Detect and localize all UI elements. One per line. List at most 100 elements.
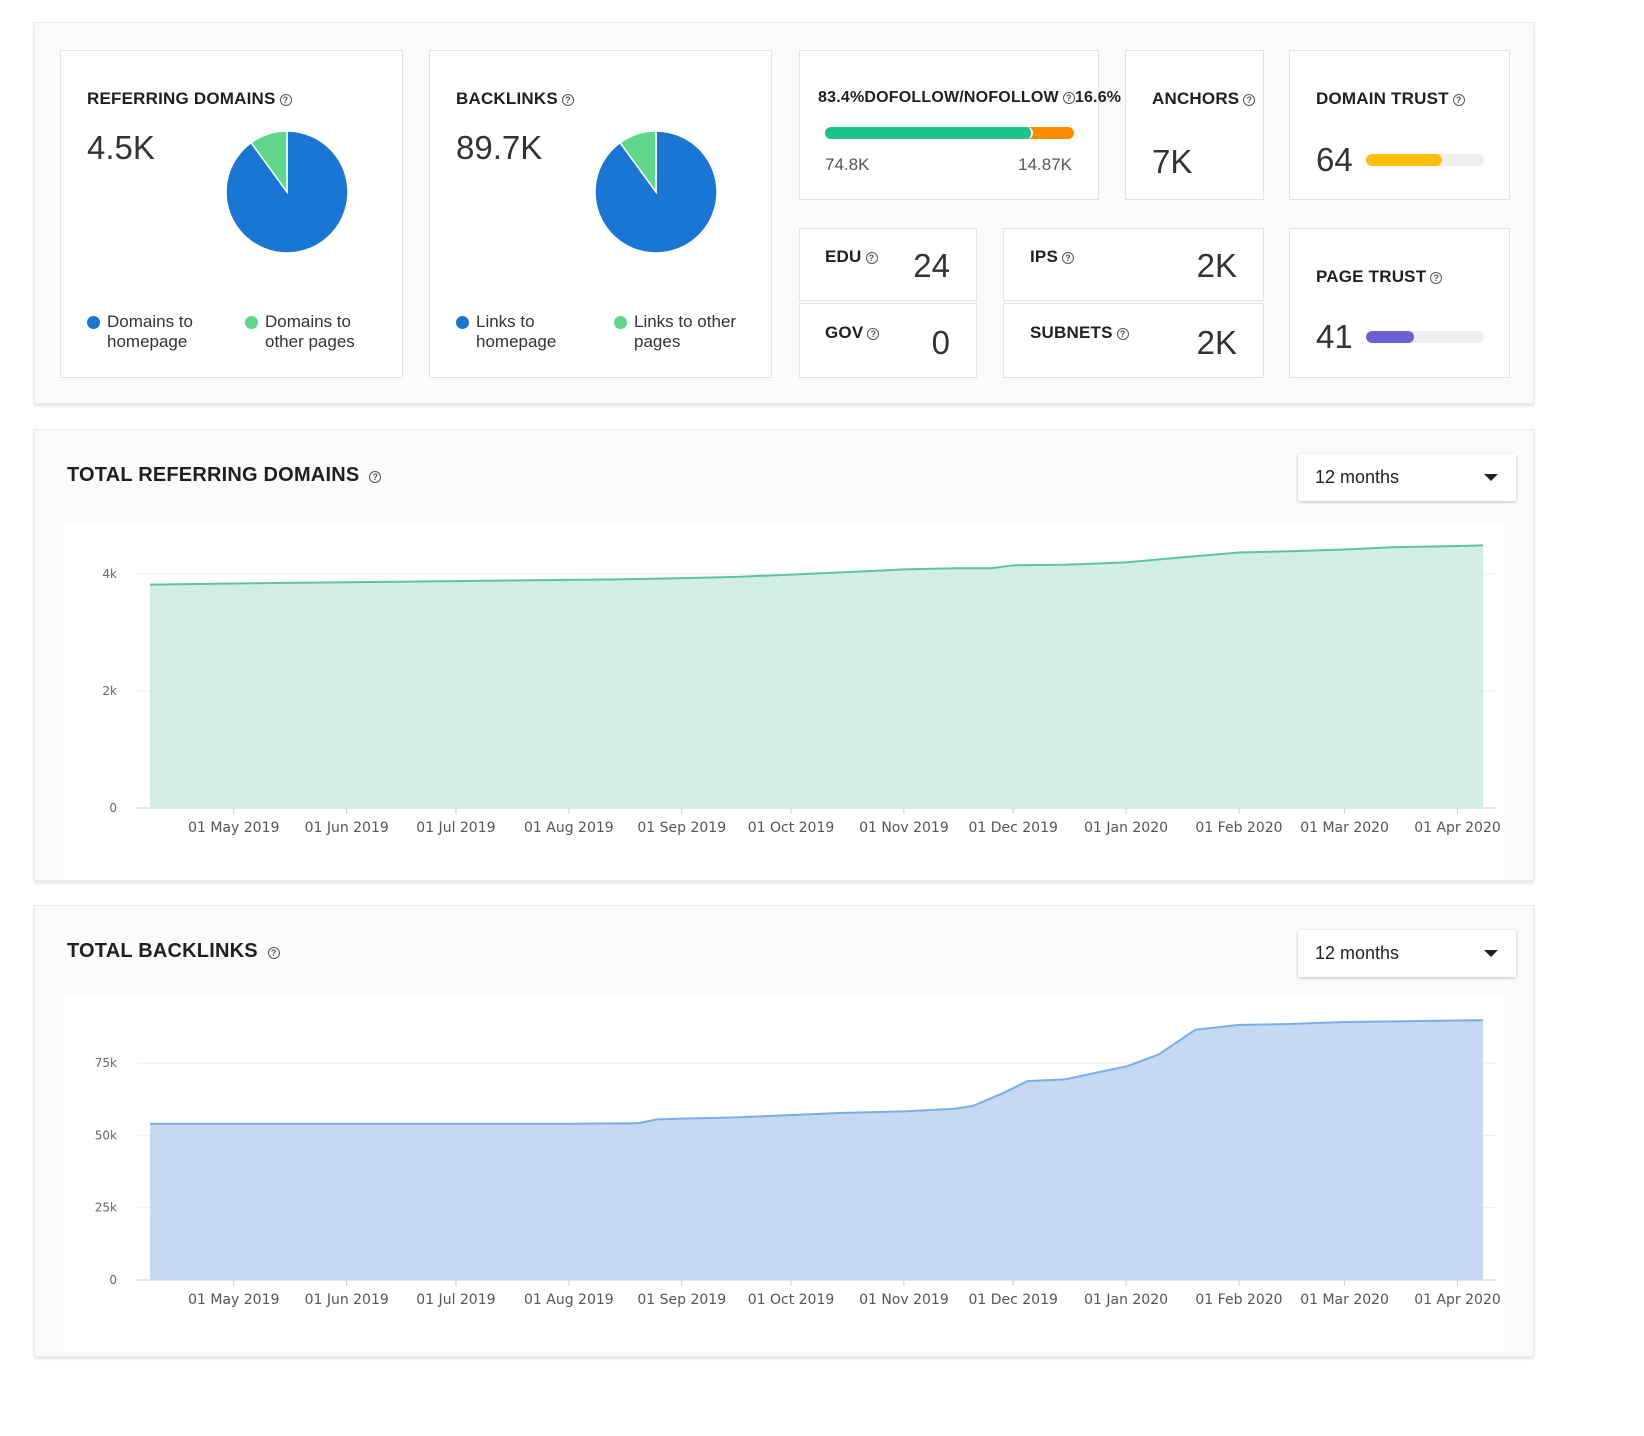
- legend-dot-blue: [456, 316, 469, 329]
- chevron-down-icon: [1484, 950, 1498, 957]
- x-tick-label: 01 Dec 2019: [968, 1292, 1057, 1308]
- dofollow-title: 83.4%DOFOLLOW/NOFOLLOW 16.6%: [818, 89, 1121, 107]
- referring-domains-chart-panel: TOTAL REFERRING DOMAINS 12 months 02k4k0…: [34, 429, 1534, 881]
- backlinks-value: 89.7K: [456, 129, 543, 166]
- referring-domains-value: 4.5K: [87, 129, 155, 166]
- legend-domains-homepage: Domains to homepage: [87, 312, 217, 352]
- anchors-title: ANCHORS: [1152, 89, 1256, 109]
- period-value: 12 months: [1315, 467, 1400, 487]
- backlinks-chart-title-text: TOTAL BACKLINKS: [67, 940, 258, 962]
- page-trust-bar: [1366, 331, 1484, 343]
- gov-value: 0: [931, 324, 950, 361]
- x-tick-label: 01 Nov 2019: [859, 1292, 949, 1308]
- backlinks-area-chart: 0 25k 50k 75k 01 May 2019 01 Jun 2019 01 Jul 2…: [65, 997, 1505, 1352]
- page-trust-title: PAGE TRUST: [1316, 267, 1443, 287]
- edu-title: EDU: [825, 247, 878, 267]
- x-tick-label: 01 Mar 2020: [1300, 1292, 1389, 1308]
- backlinks-label: BACKLINKS: [456, 89, 558, 108]
- gov-title: GOV: [825, 323, 880, 343]
- referring-domains-pie: [225, 130, 349, 254]
- summary-panel: REFERRING DOMAINS 4.5K Domains to homepa…: [34, 22, 1534, 404]
- dofollow-label: DOFOLLOW/NOFOLLOW: [864, 89, 1059, 106]
- edu-label: EDU: [825, 247, 862, 266]
- y-tick-label: 2k: [102, 684, 117, 698]
- nofollow-percent: 16.6%: [1074, 89, 1122, 106]
- help-icon[interactable]: [1116, 328, 1129, 340]
- anchors-value: 7K: [1152, 143, 1193, 180]
- nofollow-count: 14.87K: [1018, 155, 1072, 174]
- x-tick-label: 01 Oct 2019: [748, 1292, 835, 1308]
- subnets-title: SUBNETS: [1030, 323, 1129, 343]
- anchors-card: ANCHORS 7K: [1125, 50, 1264, 200]
- dofollow-card: 83.4%DOFOLLOW/NOFOLLOW 16.6% 74.8K 14.87K: [799, 50, 1121, 200]
- dofollow-percent: 83.4%: [818, 89, 865, 106]
- y-tick-label: 4k: [102, 567, 117, 581]
- referring-domains-label: REFERRING DOMAINS: [87, 89, 276, 108]
- referring-chart-title: TOTAL REFERRING DOMAINS: [67, 464, 382, 487]
- x-tick-label: 01 Jun 2019: [305, 1292, 389, 1308]
- backlinks-chart-panel: TOTAL BACKLINKS 12 months 0 25k 50k 75k 01 M…: [34, 905, 1534, 1357]
- help-icon[interactable]: [1452, 94, 1465, 106]
- series-line[interactable]: [150, 1019, 1484, 1125]
- x-tick-label: 01 Nov 2019: [859, 820, 949, 836]
- ips-card: IPS 2K: [1003, 228, 1264, 301]
- domain-trust-value: 64: [1316, 141, 1353, 178]
- ips-label: IPS: [1030, 247, 1059, 266]
- dofollow-count: 74.8K: [825, 155, 870, 174]
- dofollow-bar: [825, 127, 1074, 139]
- area-fill: [150, 545, 1483, 808]
- help-icon[interactable]: [561, 94, 574, 106]
- y-tick-label: 75k: [95, 1056, 117, 1070]
- pie-slice[interactable]: [619, 130, 657, 195]
- edu-card: EDU 24: [799, 228, 977, 301]
- subnets-card: SUBNETS 2K: [1003, 303, 1264, 378]
- x-tick-label: 01 Jun 2019: [305, 820, 389, 836]
- domain-trust-title: DOMAIN TRUST: [1316, 89, 1465, 109]
- backlinks-pie: [594, 130, 718, 254]
- x-tick-label: 01 Feb 2020: [1195, 1292, 1282, 1308]
- y-tick-label: 0: [109, 1273, 117, 1287]
- legend-links-homepage: Links to homepage: [456, 312, 586, 352]
- referring-domains-card: REFERRING DOMAINS 4.5K Domains to homepa…: [60, 50, 403, 378]
- legend-domains-other: Domains to other pages: [245, 312, 385, 352]
- x-tick-label: 01 Dec 2019: [968, 820, 1057, 836]
- help-icon[interactable]: [267, 947, 280, 959]
- gov-label: GOV: [825, 323, 864, 342]
- x-tick-label: 01 Oct 2019: [748, 820, 835, 836]
- page-trust-value: 41: [1316, 318, 1353, 355]
- subnets-value: 2K: [1196, 324, 1237, 361]
- x-tick-label: 01 Jul 2019: [416, 1292, 495, 1308]
- backlinks-chart-title: TOTAL BACKLINKS: [67, 940, 280, 963]
- pie-slice[interactable]: [594, 130, 718, 254]
- backlinks-period-dropdown[interactable]: 12 months: [1298, 930, 1516, 977]
- y-tick-label: 25k: [95, 1201, 117, 1215]
- help-icon[interactable]: [867, 328, 880, 340]
- x-tick-label: 01 Mar 2020: [1300, 820, 1389, 836]
- help-icon[interactable]: [279, 94, 292, 106]
- help-icon[interactable]: [1430, 272, 1443, 284]
- page-trust-bar-fill: [1366, 331, 1415, 343]
- legend-dot-green: [245, 316, 258, 329]
- x-tick-label: 01 Apr 2020: [1414, 820, 1501, 836]
- x-tick-label: 01 Apr 2020: [1414, 1292, 1501, 1308]
- referring-period-dropdown[interactable]: 12 months: [1298, 454, 1516, 501]
- x-tick-label: 01 Aug 2019: [524, 1292, 614, 1308]
- domain-trust-bar: [1366, 154, 1484, 166]
- help-icon[interactable]: [865, 252, 878, 264]
- pie-slice[interactable]: [225, 130, 349, 254]
- referring-chart-title-text: TOTAL REFERRING DOMAINS: [67, 464, 360, 486]
- series-line[interactable]: [149, 544, 1484, 586]
- ips-title: IPS: [1030, 247, 1075, 267]
- help-icon[interactable]: [1062, 252, 1075, 264]
- x-tick-label: 01 Sep 2019: [637, 1292, 726, 1308]
- pie-slice[interactable]: [250, 130, 288, 195]
- referring-domains-area-chart: 0 2k 4k 01 May 2019 01 Jun 2019 01 Jul 2019 01…: [65, 525, 1505, 880]
- help-icon[interactable]: [1062, 92, 1075, 104]
- x-tick-label: 01 Sep 2019: [637, 820, 726, 836]
- referring-domains-title: REFERRING DOMAINS: [87, 89, 292, 109]
- y-tick-label: 50k: [95, 1128, 117, 1142]
- help-icon[interactable]: [369, 471, 382, 483]
- period-value: 12 months: [1315, 943, 1400, 963]
- legend-dot-blue: [87, 316, 100, 329]
- help-icon[interactable]: [1243, 94, 1256, 106]
